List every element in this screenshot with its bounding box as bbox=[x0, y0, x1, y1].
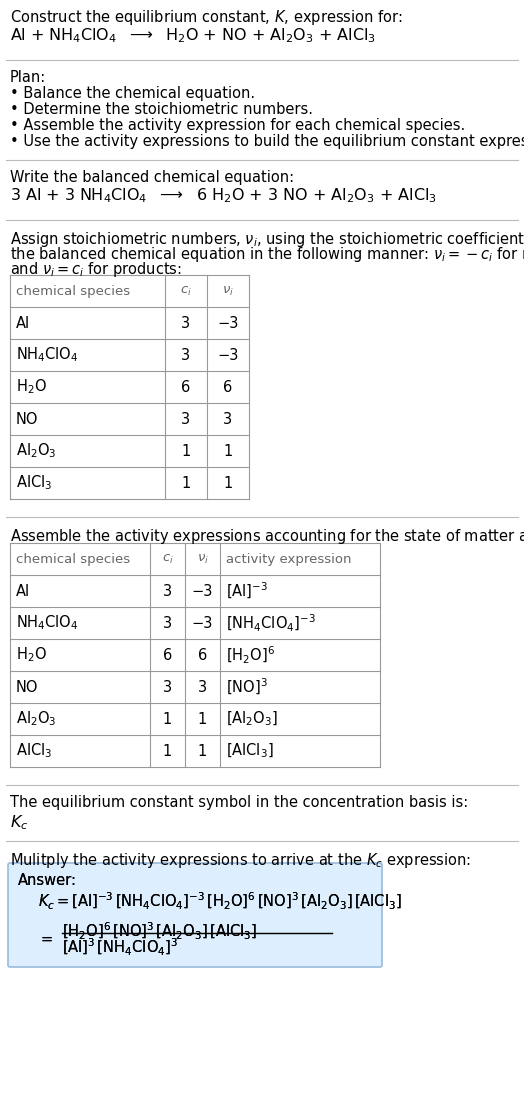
Text: 3: 3 bbox=[181, 348, 191, 362]
Text: $[\mathrm{Al}]^{3}\,[\mathrm{NH_4ClO_4}]^{3}$: $[\mathrm{Al}]^{3}\,[\mathrm{NH_4ClO_4}]… bbox=[62, 937, 178, 958]
Text: $[\mathrm{H_2O}]^{6}\,[\mathrm{NO}]^{3}\,[\mathrm{Al_2O_3}]\,[\mathrm{AlCl_3}]$: $[\mathrm{H_2O}]^{6}\,[\mathrm{NO}]^{3}\… bbox=[62, 921, 257, 942]
Text: Al: Al bbox=[16, 316, 30, 330]
Text: $[\mathrm{AlCl_3}]$: $[\mathrm{AlCl_3}]$ bbox=[226, 742, 274, 760]
Text: Al: Al bbox=[16, 584, 30, 599]
Text: 6: 6 bbox=[198, 647, 207, 663]
Text: −3: −3 bbox=[217, 348, 239, 362]
Text: 1: 1 bbox=[198, 744, 207, 758]
Text: and $\nu_i = c_i$ for products:: and $\nu_i = c_i$ for products: bbox=[10, 260, 182, 279]
Text: 3: 3 bbox=[163, 615, 172, 631]
Text: $[\mathrm{H_2O}]^{6}$: $[\mathrm{H_2O}]^{6}$ bbox=[226, 644, 275, 666]
Text: 1: 1 bbox=[181, 443, 191, 459]
Text: $[\mathrm{Al_2O_3}]$: $[\mathrm{Al_2O_3}]$ bbox=[226, 710, 278, 728]
Text: $[\mathrm{Al}]^{-3}$: $[\mathrm{Al}]^{-3}$ bbox=[226, 581, 268, 601]
Text: 1: 1 bbox=[198, 712, 207, 726]
Text: $\nu_i$: $\nu_i$ bbox=[222, 284, 234, 297]
Text: Write the balanced chemical equation:: Write the balanced chemical equation: bbox=[10, 170, 294, 185]
Text: $[\mathrm{NO}]^{3}$: $[\mathrm{NO}]^{3}$ bbox=[226, 677, 268, 697]
Text: 3: 3 bbox=[181, 411, 191, 427]
Text: $=$: $=$ bbox=[38, 931, 53, 946]
Text: • Balance the chemical equation.: • Balance the chemical equation. bbox=[10, 86, 255, 101]
Text: NH$_4$ClO$_4$: NH$_4$ClO$_4$ bbox=[16, 613, 79, 632]
Text: $[\mathrm{H_2O}]^{6}\,[\mathrm{NO}]^{3}\,[\mathrm{Al_2O_3}]\,[\mathrm{AlCl_3}]$: $[\mathrm{H_2O}]^{6}\,[\mathrm{NO}]^{3}\… bbox=[62, 921, 257, 942]
Text: −3: −3 bbox=[192, 584, 213, 599]
Text: $\nu_i$: $\nu_i$ bbox=[196, 553, 209, 566]
Text: −3: −3 bbox=[192, 615, 213, 631]
Text: $=$: $=$ bbox=[38, 931, 53, 946]
Text: AlCl$_3$: AlCl$_3$ bbox=[16, 742, 52, 760]
Text: Al + NH$_4$ClO$_4$  $\longrightarrow$  H$_2$O + NO + Al$_2$O$_3$ + AlCl$_3$: Al + NH$_4$ClO$_4$ $\longrightarrow$ H$_… bbox=[10, 26, 376, 45]
Text: $[\mathrm{NH_4ClO_4}]^{-3}$: $[\mathrm{NH_4ClO_4}]^{-3}$ bbox=[226, 612, 316, 634]
Text: • Use the activity expressions to build the equilibrium constant expression.: • Use the activity expressions to build … bbox=[10, 134, 524, 149]
Text: Construct the equilibrium constant, $K$, expression for:: Construct the equilibrium constant, $K$,… bbox=[10, 8, 402, 27]
Text: $K_c = [\mathrm{Al}]^{-3}\,[\mathrm{NH_4ClO_4}]^{-3}\,[\mathrm{H_2O}]^{6}\,[\mat: $K_c = [\mathrm{Al}]^{-3}\,[\mathrm{NH_4… bbox=[38, 891, 402, 912]
Text: Al$_2$O$_3$: Al$_2$O$_3$ bbox=[16, 442, 57, 461]
Text: NO: NO bbox=[16, 679, 38, 694]
Text: Assign stoichiometric numbers, $\nu_i$, using the stoichiometric coefficients, $: Assign stoichiometric numbers, $\nu_i$, … bbox=[10, 230, 524, 249]
Text: $K_c = [\mathrm{Al}]^{-3}\,[\mathrm{NH_4ClO_4}]^{-3}\,[\mathrm{H_2O}]^{6}\,[\mat: $K_c = [\mathrm{Al}]^{-3}\,[\mathrm{NH_4… bbox=[38, 891, 402, 912]
Text: 3: 3 bbox=[181, 316, 191, 330]
Text: • Assemble the activity expression for each chemical species.: • Assemble the activity expression for e… bbox=[10, 118, 465, 133]
Text: H$_2$O: H$_2$O bbox=[16, 646, 47, 665]
Text: chemical species: chemical species bbox=[16, 284, 130, 297]
Text: −3: −3 bbox=[217, 316, 239, 330]
Text: Answer:: Answer: bbox=[18, 873, 77, 887]
Text: 1: 1 bbox=[181, 475, 191, 490]
Text: 1: 1 bbox=[223, 443, 233, 459]
Text: $[\mathrm{Al}]^{3}\,[\mathrm{NH_4ClO_4}]^{3}$: $[\mathrm{Al}]^{3}\,[\mathrm{NH_4ClO_4}]… bbox=[62, 937, 178, 958]
Text: 3 Al + 3 NH$_4$ClO$_4$  $\longrightarrow$  6 H$_2$O + 3 NO + Al$_2$O$_3$ + AlCl$: 3 Al + 3 NH$_4$ClO$_4$ $\longrightarrow$… bbox=[10, 186, 437, 205]
Text: Plan:: Plan: bbox=[10, 70, 46, 84]
Text: $c_i$: $c_i$ bbox=[180, 284, 192, 297]
Text: 3: 3 bbox=[163, 584, 172, 599]
Text: 6: 6 bbox=[223, 380, 233, 395]
Text: 6: 6 bbox=[181, 380, 191, 395]
Text: NO: NO bbox=[16, 411, 38, 427]
Text: 1: 1 bbox=[163, 712, 172, 726]
Text: $K_c$: $K_c$ bbox=[10, 813, 28, 832]
Text: Mulitply the activity expressions to arrive at the $K_c$ expression:: Mulitply the activity expressions to arr… bbox=[10, 851, 471, 870]
Text: 3: 3 bbox=[163, 679, 172, 694]
Text: • Determine the stoichiometric numbers.: • Determine the stoichiometric numbers. bbox=[10, 102, 313, 117]
Text: activity expression: activity expression bbox=[226, 553, 352, 565]
Text: Al$_2$O$_3$: Al$_2$O$_3$ bbox=[16, 710, 57, 728]
Text: Assemble the activity expressions accounting for the state of matter and $\nu_i$: Assemble the activity expressions accoun… bbox=[10, 527, 524, 546]
Text: NH$_4$ClO$_4$: NH$_4$ClO$_4$ bbox=[16, 346, 79, 364]
Text: 3: 3 bbox=[223, 411, 233, 427]
Text: 3: 3 bbox=[198, 679, 207, 694]
Text: 6: 6 bbox=[163, 647, 172, 663]
Text: the balanced chemical equation in the following manner: $\nu_i = -c_i$ for react: the balanced chemical equation in the fo… bbox=[10, 245, 524, 264]
Text: $c_i$: $c_i$ bbox=[161, 553, 173, 566]
Text: chemical species: chemical species bbox=[16, 553, 130, 565]
Text: H$_2$O: H$_2$O bbox=[16, 377, 47, 396]
Text: The equilibrium constant symbol in the concentration basis is:: The equilibrium constant symbol in the c… bbox=[10, 795, 468, 810]
Text: 1: 1 bbox=[163, 744, 172, 758]
Text: AlCl$_3$: AlCl$_3$ bbox=[16, 474, 52, 493]
FancyBboxPatch shape bbox=[8, 863, 382, 966]
Text: 1: 1 bbox=[223, 475, 233, 490]
Text: Answer:: Answer: bbox=[18, 873, 77, 887]
